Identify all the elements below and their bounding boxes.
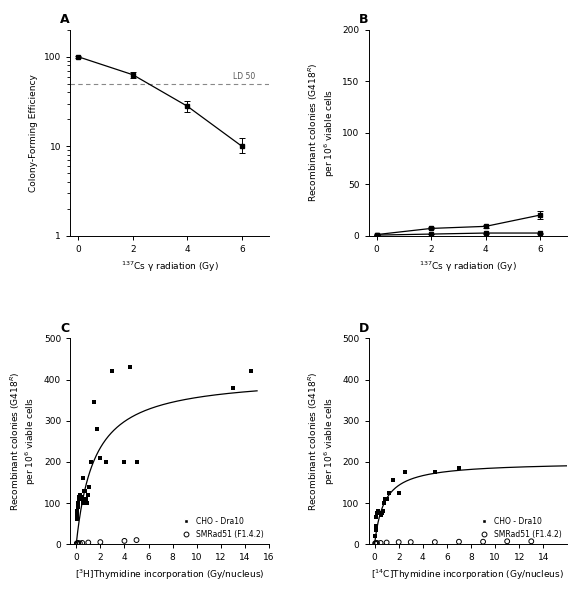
- Point: [80, 486, 90, 496]
- Point: [372, 508, 381, 518]
- Point: [81, 494, 91, 504]
- Point: [96, 538, 105, 547]
- Point: [372, 538, 381, 548]
- Point: [430, 538, 439, 547]
- Point: [79, 474, 88, 483]
- Text: A: A: [60, 13, 70, 26]
- Point: [370, 539, 380, 548]
- Point: [77, 494, 87, 504]
- Point: [120, 536, 129, 545]
- Point: [84, 538, 93, 547]
- Point: [102, 457, 111, 466]
- Point: [371, 539, 380, 548]
- Point: [479, 537, 488, 547]
- Y-axis label: Recombinant colonies (G418$^R$)
per 10$^6$ viable cells: Recombinant colonies (G418$^R$) per 10$^…: [307, 371, 337, 511]
- Point: [246, 367, 256, 376]
- Point: [382, 494, 391, 504]
- Point: [406, 538, 415, 547]
- Legend: CHO - Dra10, SMRad51 (F1.4.2): CHO - Dra10, SMRad51 (F1.4.2): [177, 515, 265, 541]
- Point: [371, 521, 380, 530]
- Point: [126, 362, 135, 372]
- Point: [73, 511, 82, 520]
- Point: [74, 492, 84, 502]
- Point: [108, 367, 117, 376]
- Point: [96, 453, 105, 463]
- Point: [455, 463, 464, 473]
- Point: [120, 457, 129, 466]
- Point: [74, 498, 83, 508]
- Point: [400, 468, 410, 477]
- Point: [81, 494, 90, 504]
- Point: [77, 492, 86, 502]
- Point: [86, 457, 95, 466]
- Point: [377, 508, 387, 518]
- Y-axis label: Recombinant colonies (G418$^R$)
per 10$^6$ viable cells: Recombinant colonies (G418$^R$) per 10$^…: [307, 63, 337, 203]
- Point: [375, 508, 384, 518]
- Point: [381, 494, 390, 504]
- Point: [384, 488, 394, 498]
- Point: [132, 457, 141, 466]
- Point: [82, 498, 92, 508]
- Point: [80, 486, 89, 496]
- Point: [370, 531, 380, 541]
- X-axis label: $^{137}$Cs γ radiation (Gy): $^{137}$Cs γ radiation (Gy): [121, 259, 219, 274]
- Point: [376, 511, 386, 520]
- Text: B: B: [359, 13, 368, 26]
- Point: [73, 539, 82, 548]
- Point: [76, 492, 85, 502]
- Point: [430, 468, 439, 477]
- Point: [72, 539, 81, 548]
- Text: D: D: [359, 322, 369, 335]
- X-axis label: [$^3$H]Thymidine incorporation (Gy/nucleus): [$^3$H]Thymidine incorporation (Gy/nucle…: [75, 568, 264, 582]
- Point: [78, 494, 87, 504]
- Point: [132, 535, 141, 545]
- Point: [382, 538, 391, 547]
- Point: [526, 536, 536, 546]
- Text: C: C: [60, 322, 70, 335]
- Y-axis label: Colony-Forming Efficiency: Colony-Forming Efficiency: [29, 74, 39, 192]
- Point: [92, 424, 101, 434]
- Point: [376, 538, 386, 548]
- Text: LD 50: LD 50: [233, 72, 256, 81]
- Point: [73, 502, 82, 512]
- Point: [388, 475, 397, 485]
- X-axis label: [$^{14}$C]Thymidine incorporation (Gy/nucleus): [$^{14}$C]Thymidine incorporation (Gy/nu…: [371, 568, 565, 582]
- Point: [78, 538, 87, 548]
- Point: [503, 536, 512, 546]
- Point: [75, 490, 84, 499]
- Point: [371, 525, 380, 535]
- Point: [394, 538, 404, 547]
- Point: [394, 488, 404, 498]
- Point: [371, 512, 381, 522]
- Point: [73, 507, 82, 516]
- Point: [73, 501, 82, 510]
- Point: [378, 507, 388, 516]
- Point: [228, 383, 238, 393]
- Legend: CHO - Dra10, SMRad51 (F1.4.2): CHO - Dra10, SMRad51 (F1.4.2): [475, 515, 563, 541]
- Y-axis label: Recombinant colonies (G418$^R$)
per 10$^6$ viable cells: Recombinant colonies (G418$^R$) per 10$^…: [9, 371, 39, 511]
- Point: [455, 537, 464, 547]
- Point: [73, 538, 82, 548]
- Point: [84, 490, 93, 499]
- Point: [380, 498, 389, 508]
- Point: [85, 482, 94, 492]
- Point: [75, 539, 84, 548]
- Point: [78, 498, 88, 508]
- Point: [373, 507, 383, 516]
- Point: [74, 494, 83, 504]
- Point: [90, 398, 99, 407]
- Point: [72, 515, 81, 524]
- X-axis label: $^{137}$Cs γ radiation (Gy): $^{137}$Cs γ radiation (Gy): [419, 259, 517, 274]
